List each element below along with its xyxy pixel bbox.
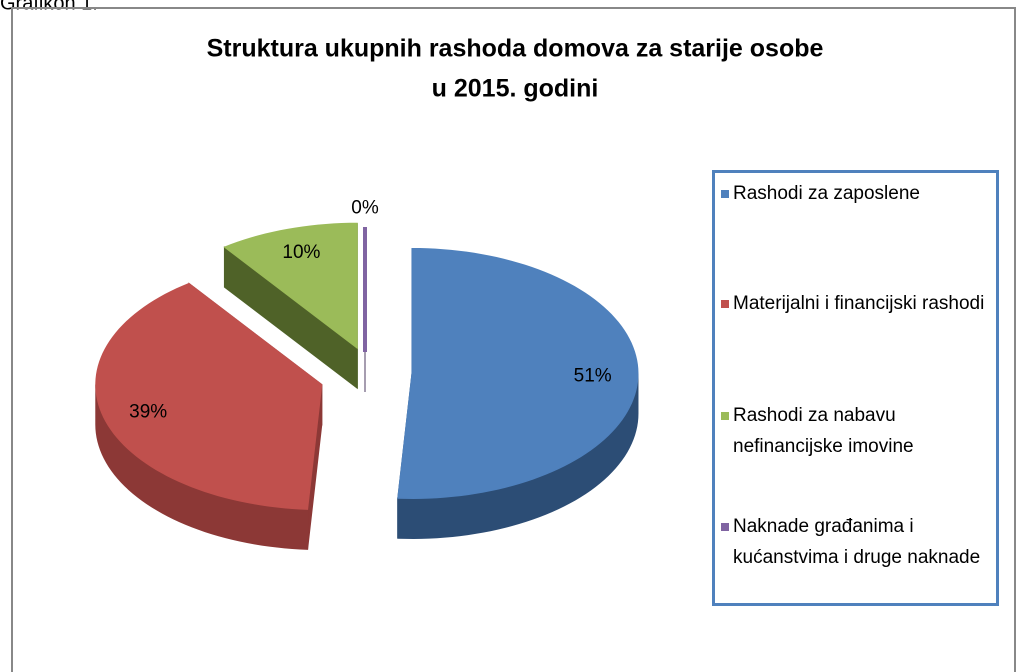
legend-swatch (721, 190, 729, 198)
data-label: 10% (282, 242, 320, 263)
legend-label: Naknade građanima i kućanstvima i druge … (733, 516, 981, 568)
slice (397, 247, 639, 499)
legend-label: Rashodi za nabavu nefinancijske imovine (733, 405, 914, 457)
legend-item: Rashodi za nabavu nefinancijske imovine (721, 400, 993, 462)
legend-swatch (721, 412, 729, 420)
chart-title: Struktura ukupnih rashoda domova za star… (207, 35, 824, 63)
slice (223, 222, 358, 350)
legend-label: Rashodi za zaposlene (733, 183, 920, 204)
legend-item: Naknade građanima i kućanstvima i druge … (721, 511, 993, 573)
data-label: 51% (574, 366, 612, 387)
legend: Rashodi za zaposlene Materijalni i financ… (712, 170, 999, 606)
data-label: 39% (129, 401, 167, 422)
slice (95, 282, 323, 510)
legend-item: Materijalni i financijski rashodi (721, 288, 993, 319)
data-label: 0% (351, 197, 379, 218)
legend-swatch (721, 523, 729, 531)
legend-item: Rashodi za zaposlene (721, 178, 993, 209)
legend-swatch (721, 300, 729, 308)
chart-title: u 2015. godini (432, 75, 599, 103)
frame (11, 7, 1016, 672)
legend-label: Materijalni i financijski rashodi (733, 293, 985, 314)
